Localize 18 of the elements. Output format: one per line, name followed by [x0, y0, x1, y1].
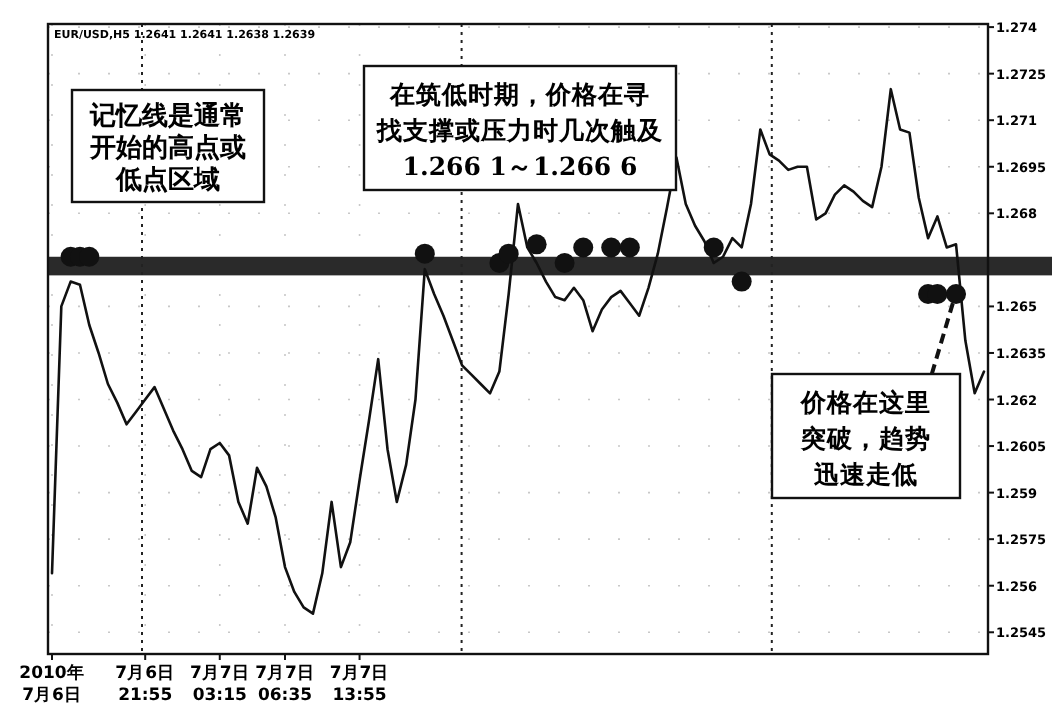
point	[414, 243, 435, 264]
annotation: 价格在这里突破，趋势迅速走低	[799, 386, 931, 489]
x-tick-label: 7月6日 21:55	[115, 662, 176, 706]
point	[498, 243, 519, 264]
point	[573, 237, 594, 258]
point	[601, 237, 622, 258]
annotation: 在筑低时期，价格在寻找支撑或压力时几次触及1.266 1～1.266 6	[375, 78, 663, 181]
x-tick-label: 2010年 7月6日	[19, 662, 85, 706]
x-tick-label: 7月7日 06:35	[255, 662, 315, 706]
annotation: 记忆线是通常开始的高点或低点区域	[88, 99, 246, 196]
x-tick-label: 7月7日 03:15	[189, 662, 250, 706]
point	[731, 271, 752, 292]
point	[526, 234, 547, 255]
point	[554, 252, 575, 273]
point	[703, 237, 724, 258]
point	[619, 237, 640, 258]
x-tick-label: 7月7日 13:55	[329, 662, 390, 706]
point	[946, 284, 967, 304]
